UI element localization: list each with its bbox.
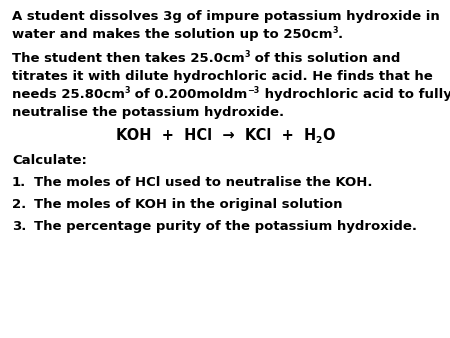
Text: of this solution and: of this solution and bbox=[250, 52, 400, 65]
Text: 3: 3 bbox=[333, 26, 338, 35]
Text: The moles of HCl used to neutralise the KOH.: The moles of HCl used to neutralise the … bbox=[34, 176, 373, 189]
Text: −3: −3 bbox=[248, 86, 260, 95]
Text: needs 25.80cm: needs 25.80cm bbox=[12, 88, 125, 101]
Text: A student dissolves 3g of impure potassium hydroxide in: A student dissolves 3g of impure potassi… bbox=[12, 10, 440, 23]
Text: Calculate:: Calculate: bbox=[12, 154, 87, 167]
Text: of 0.200moldm: of 0.200moldm bbox=[130, 88, 248, 101]
Text: The moles of KOH in the original solution: The moles of KOH in the original solutio… bbox=[34, 198, 342, 211]
Text: neutralise the potassium hydroxide.: neutralise the potassium hydroxide. bbox=[12, 106, 284, 119]
Text: 1.: 1. bbox=[12, 176, 26, 189]
Text: 3: 3 bbox=[245, 50, 250, 59]
Text: The student then takes 25.0cm: The student then takes 25.0cm bbox=[12, 52, 245, 65]
Text: 2: 2 bbox=[316, 136, 322, 145]
Text: 3: 3 bbox=[125, 86, 130, 95]
Text: hydrochloric acid to fully: hydrochloric acid to fully bbox=[260, 88, 450, 101]
Text: .: . bbox=[338, 28, 343, 41]
Text: KOH  +  HCl  →  KCl  +  H: KOH + HCl → KCl + H bbox=[116, 128, 316, 143]
Text: 2.: 2. bbox=[12, 198, 26, 211]
Text: titrates it with dilute hydrochloric acid. He finds that he: titrates it with dilute hydrochloric aci… bbox=[12, 70, 433, 83]
Text: The percentage purity of the potassium hydroxide.: The percentage purity of the potassium h… bbox=[34, 220, 417, 233]
Text: O: O bbox=[322, 128, 334, 143]
Text: water and makes the solution up to 250cm: water and makes the solution up to 250cm bbox=[12, 28, 333, 41]
Text: 3.: 3. bbox=[12, 220, 27, 233]
